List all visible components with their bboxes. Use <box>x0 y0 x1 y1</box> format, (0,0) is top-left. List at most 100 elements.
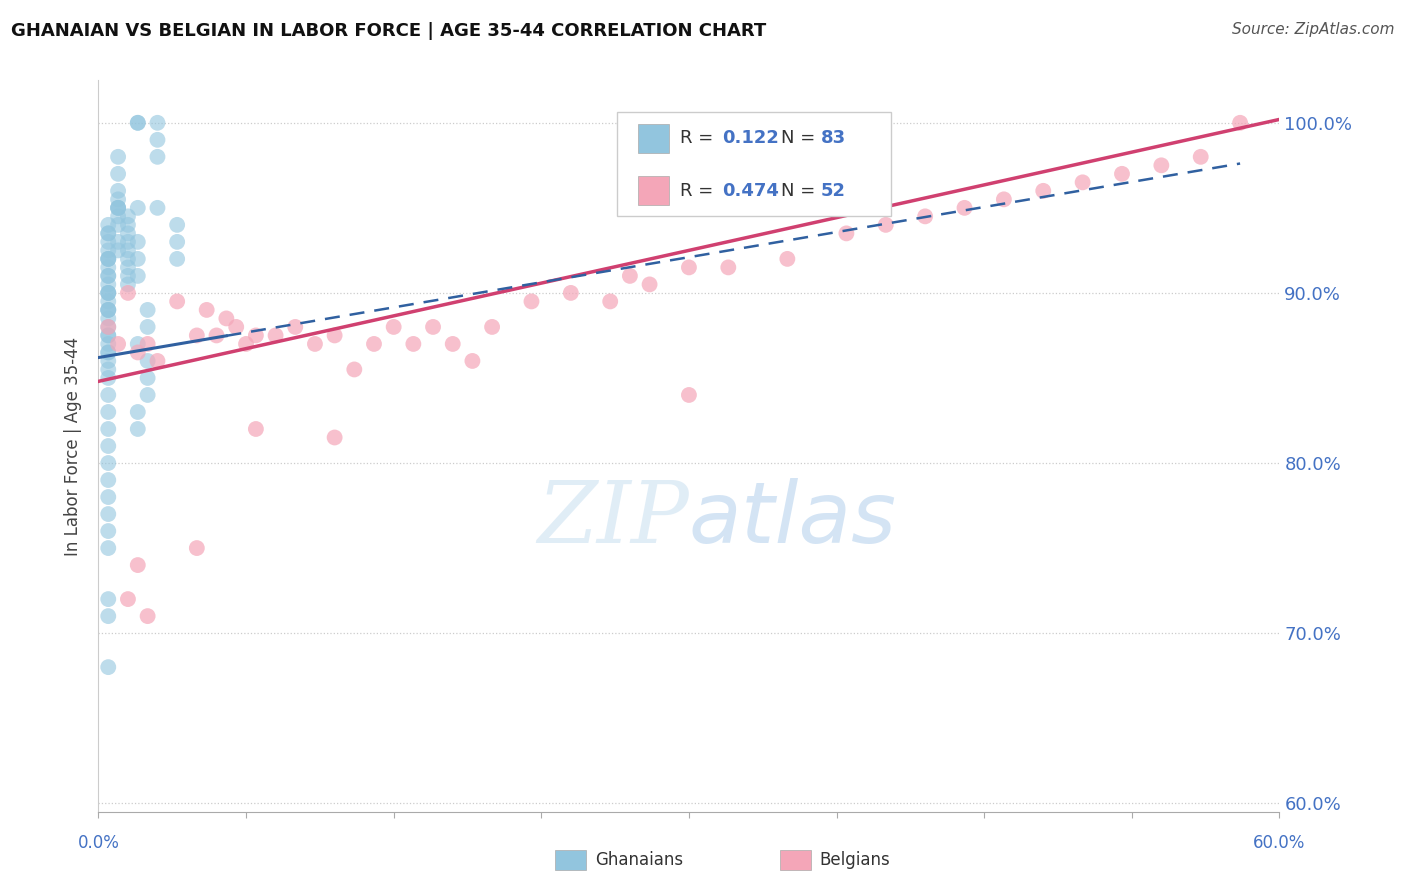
Point <box>97 302 120 317</box>
Point <box>117 277 139 292</box>
Point <box>97 456 120 470</box>
Point <box>97 660 120 674</box>
Point <box>1189 150 1212 164</box>
Point <box>97 507 120 521</box>
Y-axis label: In Labor Force | Age 35-44: In Labor Force | Age 35-44 <box>65 336 83 556</box>
Point <box>97 218 120 232</box>
Point <box>97 320 120 334</box>
Point <box>107 218 129 232</box>
Point <box>235 337 257 351</box>
Point <box>127 116 149 130</box>
Point <box>678 388 700 402</box>
Point <box>284 320 307 334</box>
Point <box>717 260 740 275</box>
Point <box>97 252 120 266</box>
Point <box>107 201 129 215</box>
Point <box>127 268 149 283</box>
Point <box>776 252 799 266</box>
Point <box>127 558 149 572</box>
Point <box>127 252 149 266</box>
Point <box>107 201 129 215</box>
Point <box>117 268 139 283</box>
Point <box>136 337 159 351</box>
Point <box>481 320 503 334</box>
Point <box>117 260 139 275</box>
Text: 0.474: 0.474 <box>723 182 779 200</box>
Text: Ghanaians: Ghanaians <box>595 851 683 869</box>
Point <box>117 218 139 232</box>
Point <box>146 150 169 164</box>
Point <box>117 210 139 224</box>
Point <box>97 311 120 326</box>
Point <box>107 337 129 351</box>
Point <box>638 277 661 292</box>
Point <box>107 210 129 224</box>
Point <box>127 235 149 249</box>
Point <box>560 285 582 300</box>
Point <box>117 285 139 300</box>
Point <box>97 252 120 266</box>
Point <box>107 150 129 164</box>
Point <box>97 345 120 359</box>
Point <box>441 337 464 351</box>
Point <box>127 345 149 359</box>
Point <box>136 371 159 385</box>
Point <box>117 235 139 249</box>
Point <box>97 337 120 351</box>
Point <box>146 133 169 147</box>
Point <box>146 354 169 368</box>
Point <box>127 116 149 130</box>
Point <box>264 328 287 343</box>
Text: 60.0%: 60.0% <box>1253 834 1306 852</box>
Point <box>97 268 120 283</box>
Point <box>1032 184 1054 198</box>
Point <box>97 362 120 376</box>
Point <box>97 354 120 368</box>
Point <box>97 345 120 359</box>
Text: N =: N = <box>782 182 821 200</box>
Point <box>205 328 228 343</box>
Point <box>461 354 484 368</box>
Point <box>323 430 346 444</box>
Point <box>166 294 188 309</box>
Point <box>599 294 621 309</box>
Point <box>97 422 120 436</box>
Point <box>97 277 120 292</box>
Point <box>97 285 120 300</box>
Point <box>363 337 385 351</box>
Point <box>127 422 149 436</box>
Point <box>993 192 1015 206</box>
Point <box>107 201 129 215</box>
Point <box>107 244 129 258</box>
Point <box>127 337 149 351</box>
Point <box>97 490 120 504</box>
Text: Belgians: Belgians <box>820 851 890 869</box>
Point <box>97 371 120 385</box>
Point <box>107 192 129 206</box>
Point <box>97 294 120 309</box>
Point <box>166 218 188 232</box>
Point <box>97 592 120 607</box>
Point <box>97 328 120 343</box>
Point <box>619 268 641 283</box>
Point <box>186 328 208 343</box>
Point <box>136 609 159 624</box>
Point <box>97 244 120 258</box>
Point <box>136 302 159 317</box>
Point <box>97 405 120 419</box>
Point <box>117 252 139 266</box>
Point <box>97 388 120 402</box>
Point <box>1150 158 1173 172</box>
Point <box>97 235 120 249</box>
Point <box>97 524 120 538</box>
Text: 0.0%: 0.0% <box>77 834 120 852</box>
Point <box>245 422 267 436</box>
Point <box>1111 167 1133 181</box>
Point <box>166 252 188 266</box>
Text: Source: ZipAtlas.com: Source: ZipAtlas.com <box>1232 22 1395 37</box>
Point <box>117 592 139 607</box>
Point <box>97 320 120 334</box>
Text: 52: 52 <box>821 182 846 200</box>
Point <box>1071 175 1094 189</box>
Point <box>127 405 149 419</box>
